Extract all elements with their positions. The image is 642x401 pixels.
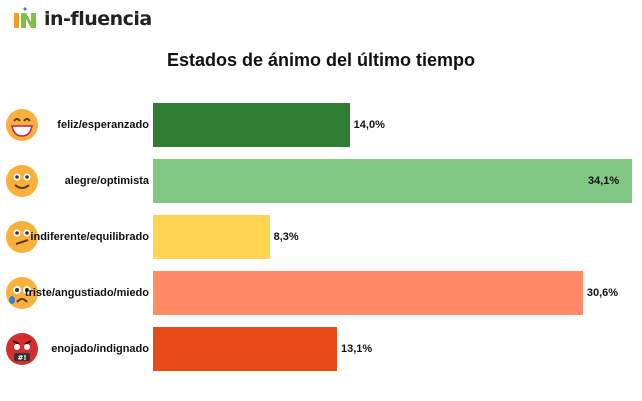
category-label-indiferente-equilibrado: indiferente/equilibrado [30,231,149,243]
sad-tear-face-icon [6,277,38,309]
grinning-face-icon [6,109,38,141]
smiling-face-icon [6,165,38,197]
category-label-enojado-indignado: enojado/indignado [51,343,149,355]
category-label-alegre-optimista: alegre/optimista [64,175,149,187]
brand-name: in-fluencia [44,8,152,30]
confused-face-icon [6,221,38,253]
data-label-indiferente-equilibrado: 8,3% [273,231,299,243]
category-label-feliz-esperanzado: feliz/esperanzado [57,119,149,131]
category-label-triste-angustiado-miedo: triste/angustiado/miedo [24,287,149,299]
data-label-feliz-esperanzado: 14,0% [353,119,385,131]
chart-title: Estados de ánimo del último tiempo [166,50,476,70]
bar-feliz-esperanzado [153,103,350,147]
data-label-triste-angustiado-miedo: 30,6% [586,287,619,299]
bar-enojado-indignado [153,327,337,371]
data-label-enojado-indignado: 13,1% [341,343,373,355]
bar-alegre-optimista [153,159,632,203]
data-label-alegre-optimista: 34,1% [588,175,620,187]
brand-logo: in-fluencia [12,6,152,32]
logo-icon [14,7,36,28]
bar-indiferente-equilibrado [153,215,270,259]
bar-triste-angustiado-miedo [153,271,583,315]
svg-text:#!: #! [17,354,26,362]
angry-cursing-face-icon: #! [6,333,38,365]
